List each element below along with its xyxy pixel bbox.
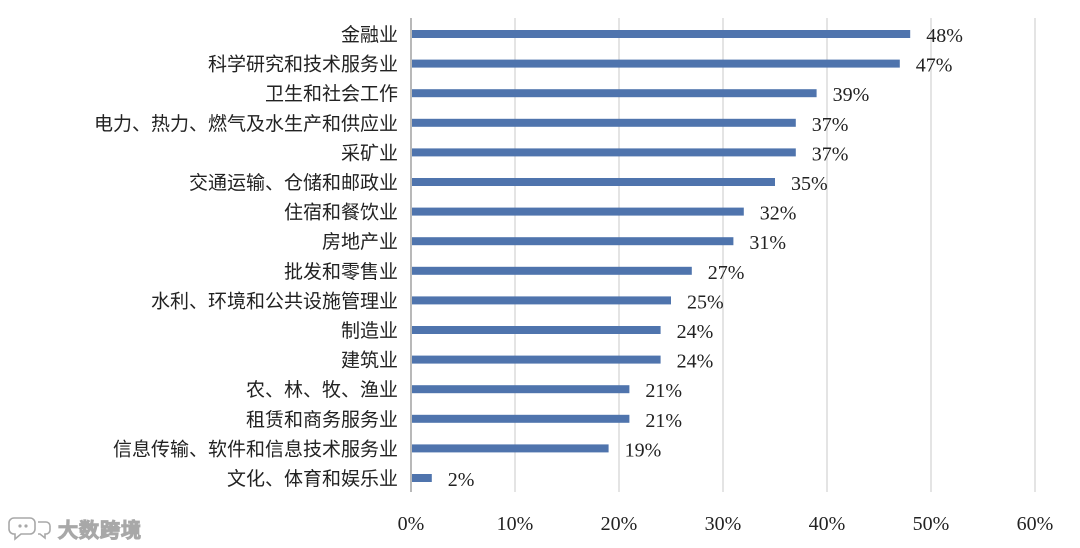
category-label: 房地产业	[322, 231, 398, 253]
category-label: 科学研究和技术服务业	[208, 54, 398, 76]
category-label: 文化、体育和娱乐业	[227, 468, 398, 490]
category-label: 租赁和商务服务业	[246, 409, 398, 431]
speech-bubble-logo-icon	[8, 517, 51, 541]
bar	[412, 207, 744, 216]
x-tick-label: 40%	[809, 513, 846, 535]
bar	[412, 414, 630, 423]
bars	[412, 30, 911, 482]
bar	[412, 89, 817, 98]
bar	[412, 444, 609, 453]
data-label: 25%	[687, 291, 724, 313]
category-label: 批发和零售业	[284, 261, 398, 283]
bar	[412, 30, 911, 38]
data-label: 2%	[448, 469, 475, 491]
data-label: 21%	[645, 410, 682, 432]
data-label: 31%	[749, 232, 786, 254]
x-tick-label: 30%	[705, 513, 742, 535]
category-label: 住宿和餐饮业	[284, 202, 398, 224]
data-label: 27%	[708, 262, 745, 284]
x-tick-label: 50%	[913, 513, 950, 535]
data-label: 37%	[812, 143, 849, 165]
x-tick-label: 20%	[601, 513, 638, 535]
x-tick-label: 60%	[1017, 513, 1054, 535]
data-label: 24%	[677, 351, 714, 373]
category-label: 交通运输、仓储和邮政业	[189, 172, 398, 194]
value-labels: 48% 47% 39% 37% 37% 35% 32% 31%27% 25% 24% 24% 21% 2…	[448, 25, 963, 491]
data-label: 37%	[812, 114, 849, 136]
bar	[412, 148, 796, 157]
bar	[412, 237, 734, 246]
watermark-text: 大数跨境	[58, 517, 142, 542]
data-label: 39%	[833, 84, 870, 106]
bar	[412, 326, 661, 334]
data-label: 48%	[926, 25, 963, 47]
x-tick-label: 10%	[497, 513, 534, 535]
data-label: 35%	[791, 173, 828, 195]
data-label: 21%	[645, 380, 682, 402]
bar	[412, 296, 671, 305]
category-label: 卫生和社会工作	[265, 83, 398, 105]
x-tick-label: 0%	[398, 513, 425, 535]
category-label: 电力、热力、燃气及水生产和供应业	[94, 113, 398, 135]
bar	[412, 59, 900, 68]
category-label: 信息传输、软件和信息技术服务业	[113, 438, 398, 460]
bar	[412, 474, 432, 482]
bar	[412, 266, 692, 275]
data-label: 24%	[677, 321, 714, 343]
data-label: 47%	[916, 55, 953, 77]
bar	[412, 178, 775, 186]
x-axis-tick-labels: 0% 10% 20% 30% 40% 50% 60%	[398, 513, 1054, 535]
bar	[412, 118, 796, 127]
category-label: 农、林、牧、渔业	[246, 379, 398, 401]
category-labels: 金融业科学研究和技术服务业卫生和社会工作电力、热力、燃气及水生产和供应业采矿业交…	[94, 24, 398, 490]
data-label: 32%	[760, 203, 797, 225]
data-label: 19%	[625, 439, 662, 461]
bar	[412, 385, 630, 394]
category-label: 制造业	[341, 320, 398, 342]
category-label: 金融业	[341, 24, 398, 46]
category-label: 建筑业	[341, 350, 398, 372]
bar	[412, 355, 661, 364]
category-label: 水利、环境和公共设施管理业	[151, 290, 398, 312]
category-label: 采矿业	[341, 142, 398, 164]
watermark: 大数跨境	[8, 513, 142, 543]
